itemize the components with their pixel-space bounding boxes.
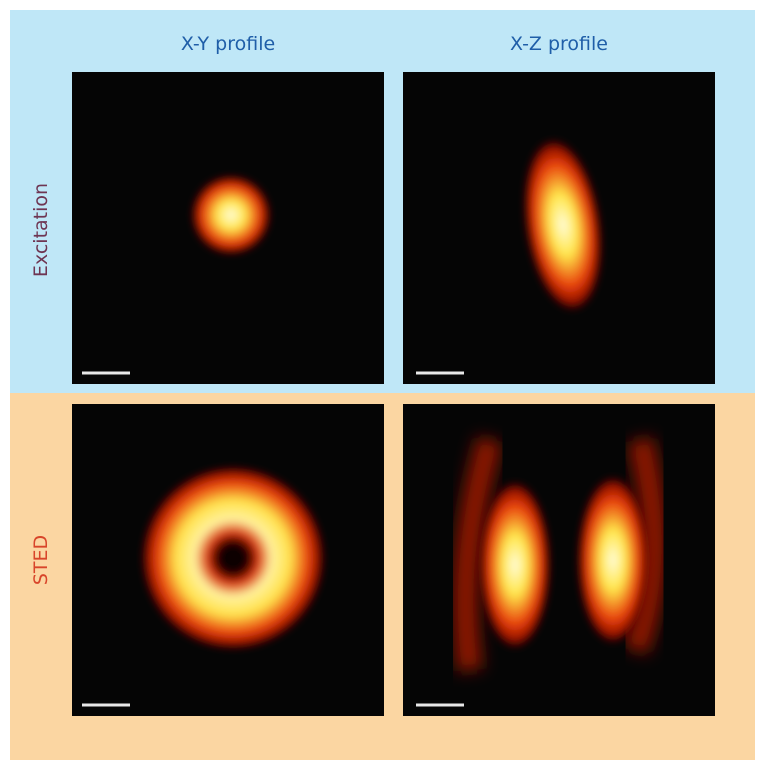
column-title: X-Y profile — [181, 33, 275, 55]
psf-lobe — [479, 480, 551, 650]
psf-donut — [141, 466, 325, 650]
column-title: X-Z profile — [510, 33, 608, 55]
panel — [403, 404, 715, 716]
row-label: STED — [30, 535, 52, 585]
psf-lobe — [577, 475, 649, 645]
row-label: Excitation — [30, 183, 52, 277]
figure: X-Y profile X-Z profile Excitation STED — [0, 0, 765, 771]
psf-spot — [191, 175, 271, 255]
